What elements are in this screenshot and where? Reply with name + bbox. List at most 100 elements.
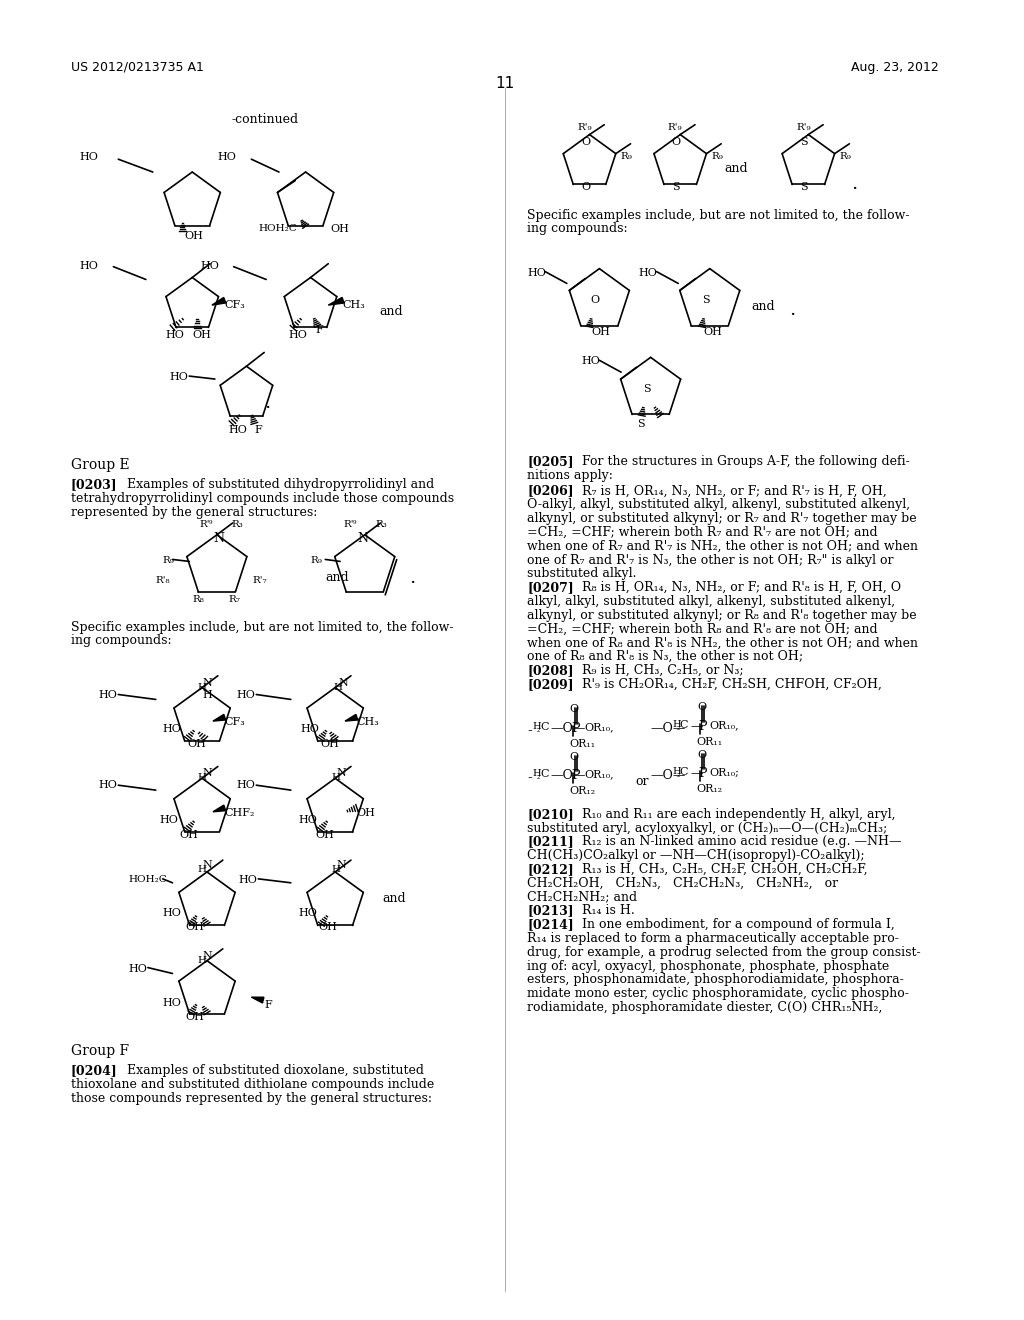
Text: ₂: ₂ [537,726,540,734]
Text: rodiamidate, phosphoramidate diester, C(O) CHR₁₅NH₂,: rodiamidate, phosphoramidate diester, C(… [527,1001,883,1014]
Text: HO: HO [239,875,257,884]
Text: OR₁₁: OR₁₁ [569,739,596,748]
Text: P: P [571,770,581,783]
Polygon shape [213,805,225,812]
Text: H: H [198,774,206,783]
Text: thioxolane and substituted dithiolane compounds include: thioxolane and substituted dithiolane co… [71,1078,434,1092]
Text: N: N [202,677,212,688]
Text: H: H [202,689,212,700]
Text: ₂: ₂ [676,771,680,779]
Text: R₃: R₃ [231,520,244,529]
Text: OH: OH [703,327,723,337]
Text: HO: HO [128,964,147,974]
Text: H: H [198,682,206,692]
Text: OH: OH [318,923,337,932]
Text: HO: HO [639,268,657,277]
Text: [0207]: [0207] [527,581,574,594]
Text: Examples of substituted dioxolane, substituted: Examples of substituted dioxolane, subst… [119,1064,424,1077]
Polygon shape [251,997,264,1003]
Text: —O—: —O— [650,722,686,735]
Text: R₁₂ is an N-linked amino acid residue (e.g. —NH—: R₁₂ is an N-linked amino acid residue (e… [569,836,901,849]
Text: R'₉: R'₉ [578,123,592,132]
Text: ing compounds:: ing compounds: [71,635,172,647]
Text: Aug. 23, 2012: Aug. 23, 2012 [851,61,938,74]
Text: OH: OH [592,327,610,337]
Text: .: . [788,301,795,319]
Text: [0203]: [0203] [71,478,118,491]
Text: tetrahydropyrrolidinyl compounds include those compounds: tetrahydropyrrolidinyl compounds include… [71,492,454,506]
Text: Specific examples include, but are not limited to, the follow-: Specific examples include, but are not l… [71,620,454,634]
Text: R₉: R₉ [163,557,174,565]
Text: OR₁₀,: OR₁₀, [585,722,614,733]
Text: R₇ is H, OR₁₄, N₃, NH₂, or F; and R'₇ is H, F, OH,: R₇ is H, OR₁₄, N₃, NH₂, or F; and R'₇ is… [569,484,887,498]
Text: HO: HO [218,152,237,162]
Text: and: and [725,162,749,176]
Text: ₂: ₂ [676,725,680,733]
Text: P: P [698,721,707,733]
Text: —: — [690,767,702,780]
Text: OR₁₀,: OR₁₀, [710,721,739,730]
Text: 11: 11 [496,77,514,91]
Text: alkynyl, or substituted alkynyl; or R₇ and R'₇ together may be: alkynyl, or substituted alkynyl; or R₇ a… [527,512,918,525]
Text: when one of R₈ and R'₈ is NH₂, the other is not OH; and when: when one of R₈ and R'₈ is NH₂, the other… [527,636,919,649]
Text: R₈ is H, OR₁₄, N₃, NH₂, or F; and R'₈ is H, F, OH, O: R₈ is H, OR₁₄, N₃, NH₂, or F; and R'₈ is… [569,581,901,594]
Polygon shape [345,714,357,721]
Text: H: H [532,722,541,731]
Text: OR₁₂: OR₁₂ [569,787,596,796]
Text: ing of: acyl, oxyacyl, phosphonate, phosphate, phosphate: ing of: acyl, oxyacyl, phosphonate, phos… [527,960,890,973]
Polygon shape [329,297,344,305]
Text: OH: OH [179,829,199,840]
Text: one of R₇ and R'₇ is N₃, the other is not OH; R₇" is alkyl or: one of R₇ and R'₇ is N₃, the other is no… [527,553,894,566]
Text: P: P [698,767,707,780]
Text: C: C [679,721,688,730]
Text: CH(CH₃)CO₂alkyl or —NH—CH(isopropyl)-CO₂alkyl);: CH(CH₃)CO₂alkyl or —NH—CH(isopropyl)-CO₂… [527,849,865,862]
Text: S: S [637,420,644,429]
Text: [0205]: [0205] [527,455,574,469]
Text: N: N [202,950,212,961]
Text: O: O [581,136,590,147]
Text: OH: OH [356,808,376,818]
Text: P: P [571,722,581,735]
Polygon shape [213,714,225,721]
Text: -: - [527,725,532,738]
Text: [0211]: [0211] [527,836,574,849]
Text: HO: HO [299,814,317,825]
Text: S: S [643,384,650,393]
Text: —O—: —O— [550,722,586,735]
Text: HO: HO [237,689,255,700]
Text: or: or [636,775,649,788]
Text: H: H [532,770,541,779]
Text: =CH₂, =CHF; wherein both R₈ and R'₈ are not OH; and: =CH₂, =CHF; wherein both R₈ and R'₈ are … [527,623,878,635]
Text: OR₁₁: OR₁₁ [696,737,722,747]
Text: HO: HO [163,998,181,1008]
Text: US 2012/0213735 A1: US 2012/0213735 A1 [71,61,204,74]
Text: R₁₄ is H.: R₁₄ is H. [569,904,635,917]
Text: H: H [198,956,206,965]
Text: [0214]: [0214] [527,919,574,932]
Text: .: . [264,393,270,412]
Text: HOH₂C: HOH₂C [128,875,167,884]
Text: alkyl, alkyl, substituted alkyl, alkenyl, substituted alkenyl,: alkyl, alkyl, substituted alkyl, alkenyl… [527,595,896,609]
Text: HO: HO [527,268,546,277]
Text: H: H [673,721,681,729]
Text: Examples of substituted dihydropyrrolidinyl and: Examples of substituted dihydropyrrolidi… [119,478,434,491]
Text: alkynyl, or substituted alkynyl; or R₈ and R'₈ together may be: alkynyl, or substituted alkynyl; or R₈ a… [527,609,918,622]
Text: OH: OH [187,739,206,748]
Text: CH₂CH₂OH,   CH₂N₃,   CH₂CH₂N₃,   CH₂NH₂,   or: CH₂CH₂OH, CH₂N₃, CH₂CH₂N₃, CH₂NH₂, or [527,876,839,890]
Text: ₉: ₉ [353,517,356,527]
Text: H: H [331,774,340,783]
Text: C: C [541,770,549,779]
Text: C: C [541,722,549,733]
Text: [0206]: [0206] [527,484,574,498]
Text: OR₁₀;: OR₁₀; [710,767,739,777]
Text: N: N [213,532,224,545]
Text: O: O [569,751,579,762]
Text: —O—: —O— [650,770,686,783]
Text: OH: OH [185,1012,204,1022]
Text: R': R' [343,520,353,529]
Text: OR₁₀,: OR₁₀, [585,770,614,779]
Text: -continued: -continued [231,114,299,125]
Text: R'₉ is CH₂OR₁₄, CH₂F, CH₂SH, CHFOH, CF₂OH,: R'₉ is CH₂OR₁₄, CH₂F, CH₂SH, CHFOH, CF₂O… [569,677,882,690]
Text: F: F [264,1001,272,1010]
Text: N: N [202,768,212,779]
